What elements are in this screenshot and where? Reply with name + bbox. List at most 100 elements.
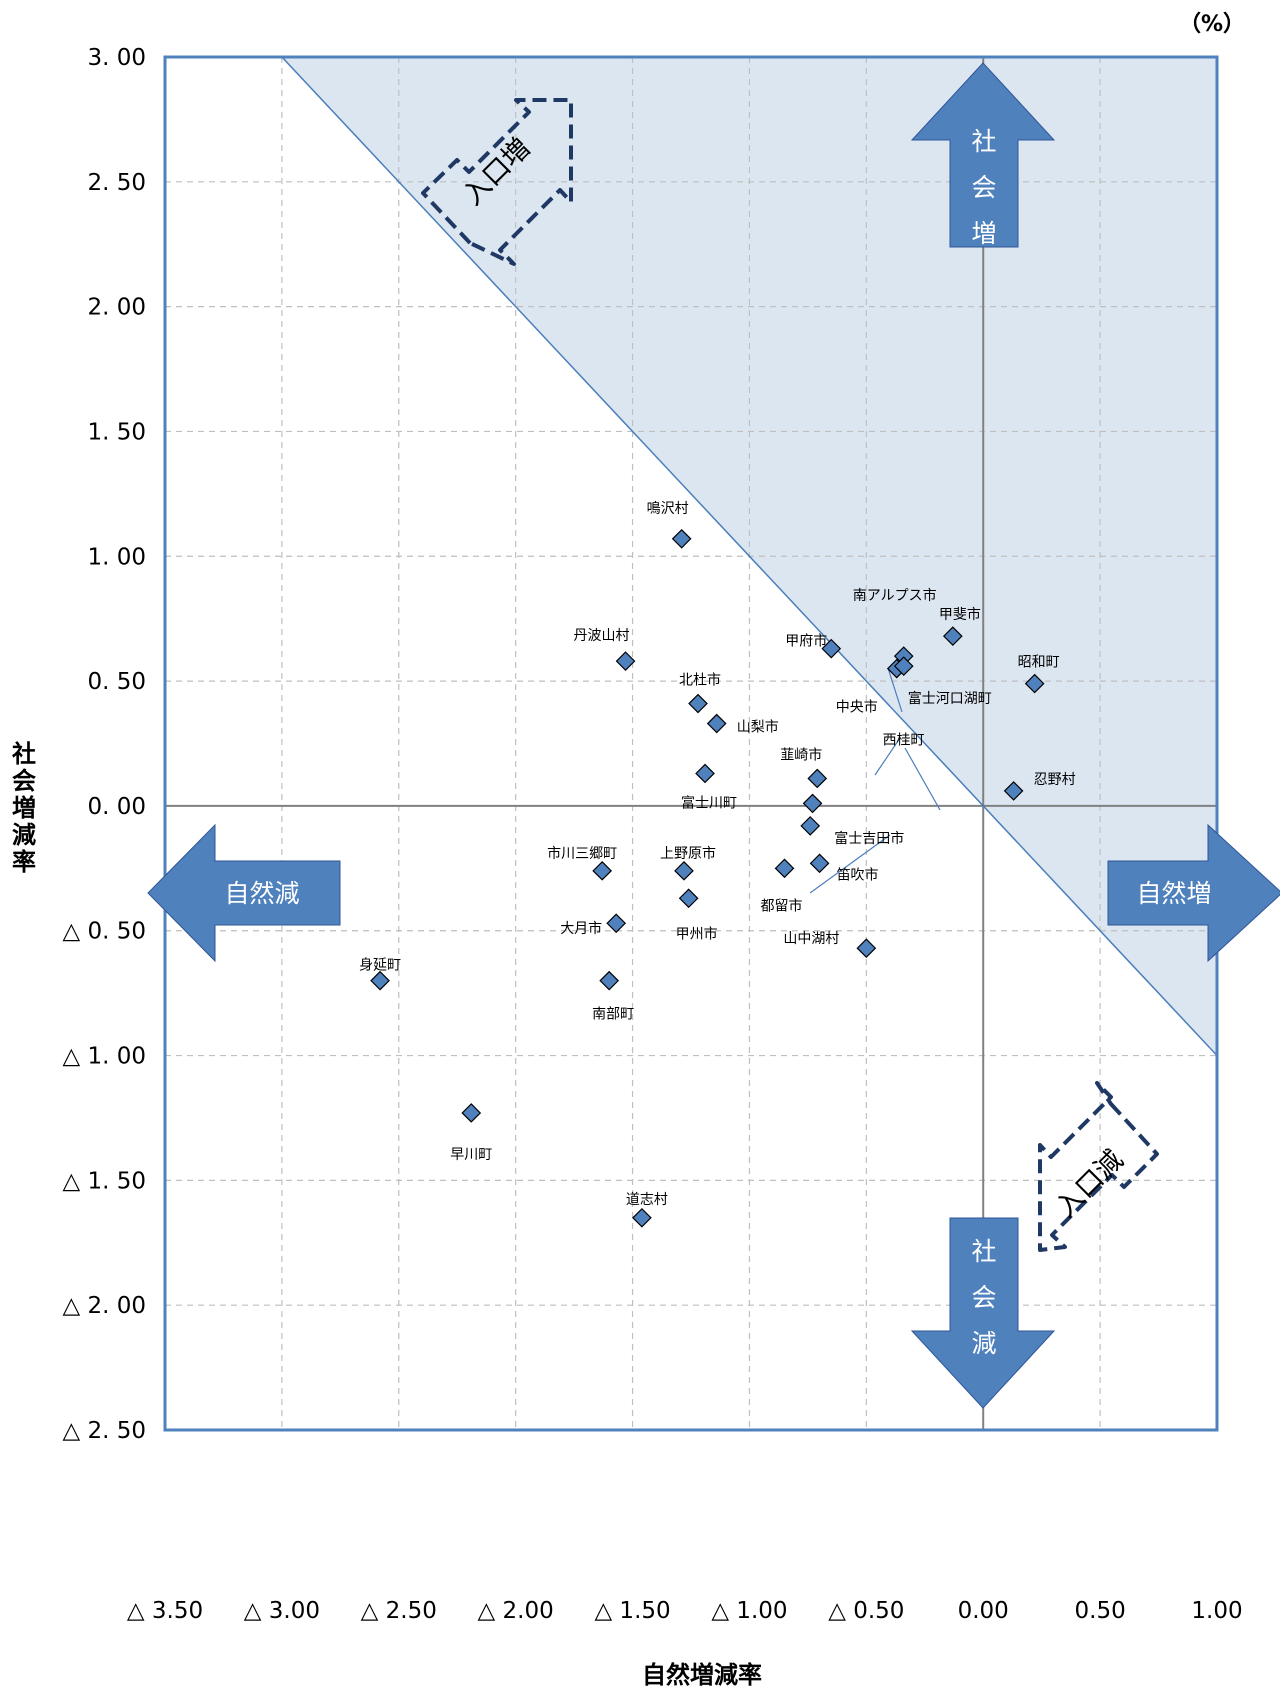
data-point-label: 南部町 bbox=[592, 1007, 634, 1023]
data-point-marker bbox=[942, 626, 963, 647]
data-point-marker bbox=[774, 858, 795, 879]
natural-increase-label: 自然増 bbox=[1136, 879, 1211, 908]
y-tick-label: 1. 00 bbox=[87, 544, 146, 570]
data-point-marker bbox=[599, 970, 620, 991]
population-decrease-arrow: 入口減 bbox=[1038, 1081, 1159, 1252]
data-point-marker bbox=[615, 651, 636, 671]
data-point-label: 北杜市 bbox=[679, 672, 721, 689]
data-point-marker bbox=[674, 860, 694, 881]
data-point-label: 市川三郷町 bbox=[547, 845, 617, 862]
y-axis-title-char: 会 bbox=[12, 767, 36, 795]
data-point-label: 富士河口湖町 bbox=[908, 690, 992, 707]
social-decrease-char-3: 減 bbox=[971, 1329, 996, 1358]
social-decrease-char-1: 社 bbox=[971, 1237, 996, 1266]
data-point-label: 中央市 bbox=[836, 699, 878, 716]
social-increase-arrow: 社 会 増 bbox=[910, 62, 1056, 248]
data-point-marker bbox=[606, 913, 627, 934]
social-increase-char-2: 会 bbox=[971, 173, 996, 202]
x-tick-label: △ 0.50 bbox=[828, 1598, 904, 1624]
x-axis-title: 自然増減率 bbox=[642, 1661, 762, 1689]
x-tick-label: △ 2.00 bbox=[478, 1598, 554, 1624]
data-point-marker bbox=[1024, 673, 1045, 694]
data-point-label: 丹波山村 bbox=[574, 628, 630, 644]
data-point-label: 上野原市 bbox=[660, 845, 716, 862]
x-tick-label: △ 1.00 bbox=[711, 1598, 787, 1624]
y-tick-label: 1. 50 bbox=[87, 419, 146, 445]
social-decrease-char-2: 会 bbox=[971, 1283, 996, 1312]
y-tick-label: 0. 00 bbox=[87, 794, 146, 820]
y-axis-title-char: 社 bbox=[12, 740, 36, 768]
data-point-marker bbox=[671, 528, 692, 549]
data-point-marker bbox=[807, 768, 828, 789]
data-point-label: 鳴沢村 bbox=[647, 501, 689, 517]
data-point-label: 道志村 bbox=[626, 1192, 668, 1208]
data-point-marker bbox=[370, 970, 390, 991]
population-balance-line bbox=[281, 57, 1217, 1057]
data-point-label: 忍野村 bbox=[1034, 772, 1076, 788]
data-point-label: 早川町 bbox=[450, 1147, 492, 1163]
x-tick-label: 0.00 bbox=[958, 1598, 1009, 1624]
data-point-marker bbox=[678, 888, 699, 909]
x-tick-label: 0.50 bbox=[1075, 1598, 1126, 1624]
data-point-marker bbox=[632, 1207, 652, 1228]
x-tick-label: △ 3.00 bbox=[244, 1598, 320, 1624]
data-point-label: 大月市 bbox=[560, 920, 602, 937]
data-point-marker bbox=[461, 1103, 482, 1123]
data-point-marker bbox=[706, 713, 727, 734]
data-point-marker bbox=[800, 816, 821, 836]
y-tick-label: △ 1. 50 bbox=[62, 1168, 146, 1194]
plot-area-border bbox=[163, 55, 1219, 1432]
natural-decrease-label: 自然減 bbox=[224, 879, 299, 908]
natural-decrease-arrow: 自然減 bbox=[147, 823, 341, 963]
data-point-label: 甲府市 bbox=[785, 633, 827, 650]
data-point-marker bbox=[821, 638, 842, 659]
data-point-label: 山梨市 bbox=[737, 719, 779, 736]
data-point-label: 富士川町 bbox=[681, 794, 737, 811]
y-axis-title-char: 増 bbox=[12, 794, 36, 822]
y-tick-label: 3. 00 bbox=[87, 45, 146, 71]
data-point-marker bbox=[893, 656, 914, 676]
data-point-marker bbox=[856, 938, 877, 959]
population-decrease-label: 入口減 bbox=[1050, 1144, 1129, 1223]
data-point-label: 甲州市 bbox=[676, 925, 718, 942]
data-point-marker bbox=[809, 853, 830, 874]
x-tick-label: △ 3.50 bbox=[127, 1598, 203, 1624]
data-point-label: 身延町 bbox=[359, 958, 401, 974]
data-point-label: 甲斐市 bbox=[939, 606, 981, 623]
data-point-label: 富士吉田市 bbox=[834, 830, 904, 847]
natural-increase-arrow: 自然増 bbox=[1107, 823, 1280, 963]
y-tick-label: △ 1. 00 bbox=[62, 1044, 146, 1070]
data-point-label: 西桂町 bbox=[883, 732, 925, 748]
y-axis-title-char: 率 bbox=[12, 848, 36, 876]
data-point-label: 笛吹市 bbox=[837, 866, 879, 883]
y-tick-label: △ 2. 50 bbox=[62, 1418, 146, 1444]
unit-label: （%） bbox=[1179, 12, 1245, 37]
data-point-marker bbox=[802, 793, 823, 814]
data-points bbox=[370, 528, 1045, 1228]
leader-lines bbox=[809, 667, 941, 894]
data-point-label: 昭和町 bbox=[1018, 655, 1060, 671]
y-axis-title-char: 減 bbox=[12, 821, 36, 849]
data-point-label: 南アルプス市 bbox=[853, 587, 937, 604]
y-tick-label: 0. 50 bbox=[87, 669, 146, 695]
y-tick-label: △ 0. 50 bbox=[62, 919, 146, 945]
x-tick-labels: △ 3.50 △ 3.00 △ 2.50 △ 2.00 △ 1.50 △ 1.00 △ 0.… bbox=[127, 1598, 1243, 1624]
social-decrease-arrow: 社 会 減 bbox=[910, 1217, 1056, 1409]
y-tick-label: △ 2. 00 bbox=[62, 1293, 146, 1319]
social-increase-char-3: 増 bbox=[971, 219, 996, 248]
grid-lines bbox=[165, 57, 1217, 1430]
x-tick-label: △ 2.50 bbox=[361, 1598, 437, 1624]
y-tick-labels: 3. 00 2. 50 2. 00 1. 50 1. 00 0. 50 0. 00 △ 0. … bbox=[62, 45, 146, 1444]
y-tick-label: 2. 50 bbox=[87, 170, 146, 196]
data-point-label: 都留市 bbox=[761, 897, 803, 914]
social-increase-char-1: 社 bbox=[971, 127, 996, 156]
data-point-label: 韮崎市 bbox=[780, 746, 822, 763]
x-tick-label: △ 1.50 bbox=[594, 1598, 670, 1624]
data-point-marker bbox=[592, 860, 613, 881]
data-point-marker bbox=[695, 763, 715, 784]
x-tick-label: 1.00 bbox=[1191, 1598, 1242, 1624]
